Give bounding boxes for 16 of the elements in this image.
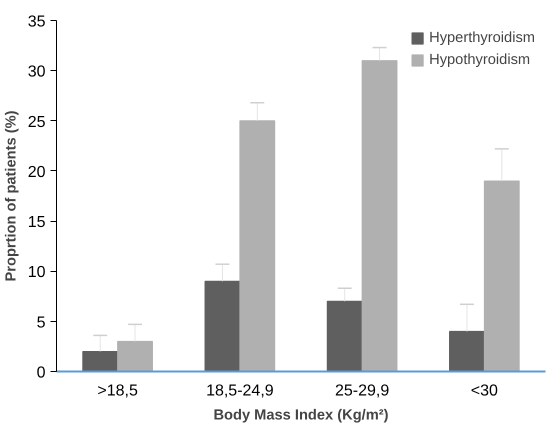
y-tick-label: 30 — [28, 64, 46, 81]
y-tick-label: 25 — [28, 114, 46, 131]
legend-label: Hyperthyroidism — [429, 30, 535, 46]
x-tick-label: <30 — [470, 382, 498, 400]
y-tick-label: 5 — [36, 314, 46, 332]
y-tick-label: 20 — [28, 164, 46, 181]
y-axis-title: Proprtion of patients (%) — [4, 110, 20, 282]
x-tick-label: 18,5-24,9 — [206, 382, 274, 400]
y-tick-label: 35 — [28, 14, 46, 30]
x-tick-label: 25-29,9 — [334, 382, 390, 400]
x-axis-title: Body Mass Index (Kg/m²) — [213, 408, 389, 424]
legend-label: Hypothyroidism — [429, 52, 530, 68]
y-tick-label: 15 — [28, 214, 46, 232]
y-tick-label: 10 — [28, 264, 46, 282]
y-tick-label: 0 — [36, 364, 46, 382]
x-tick-label: >18,5 — [97, 382, 138, 400]
